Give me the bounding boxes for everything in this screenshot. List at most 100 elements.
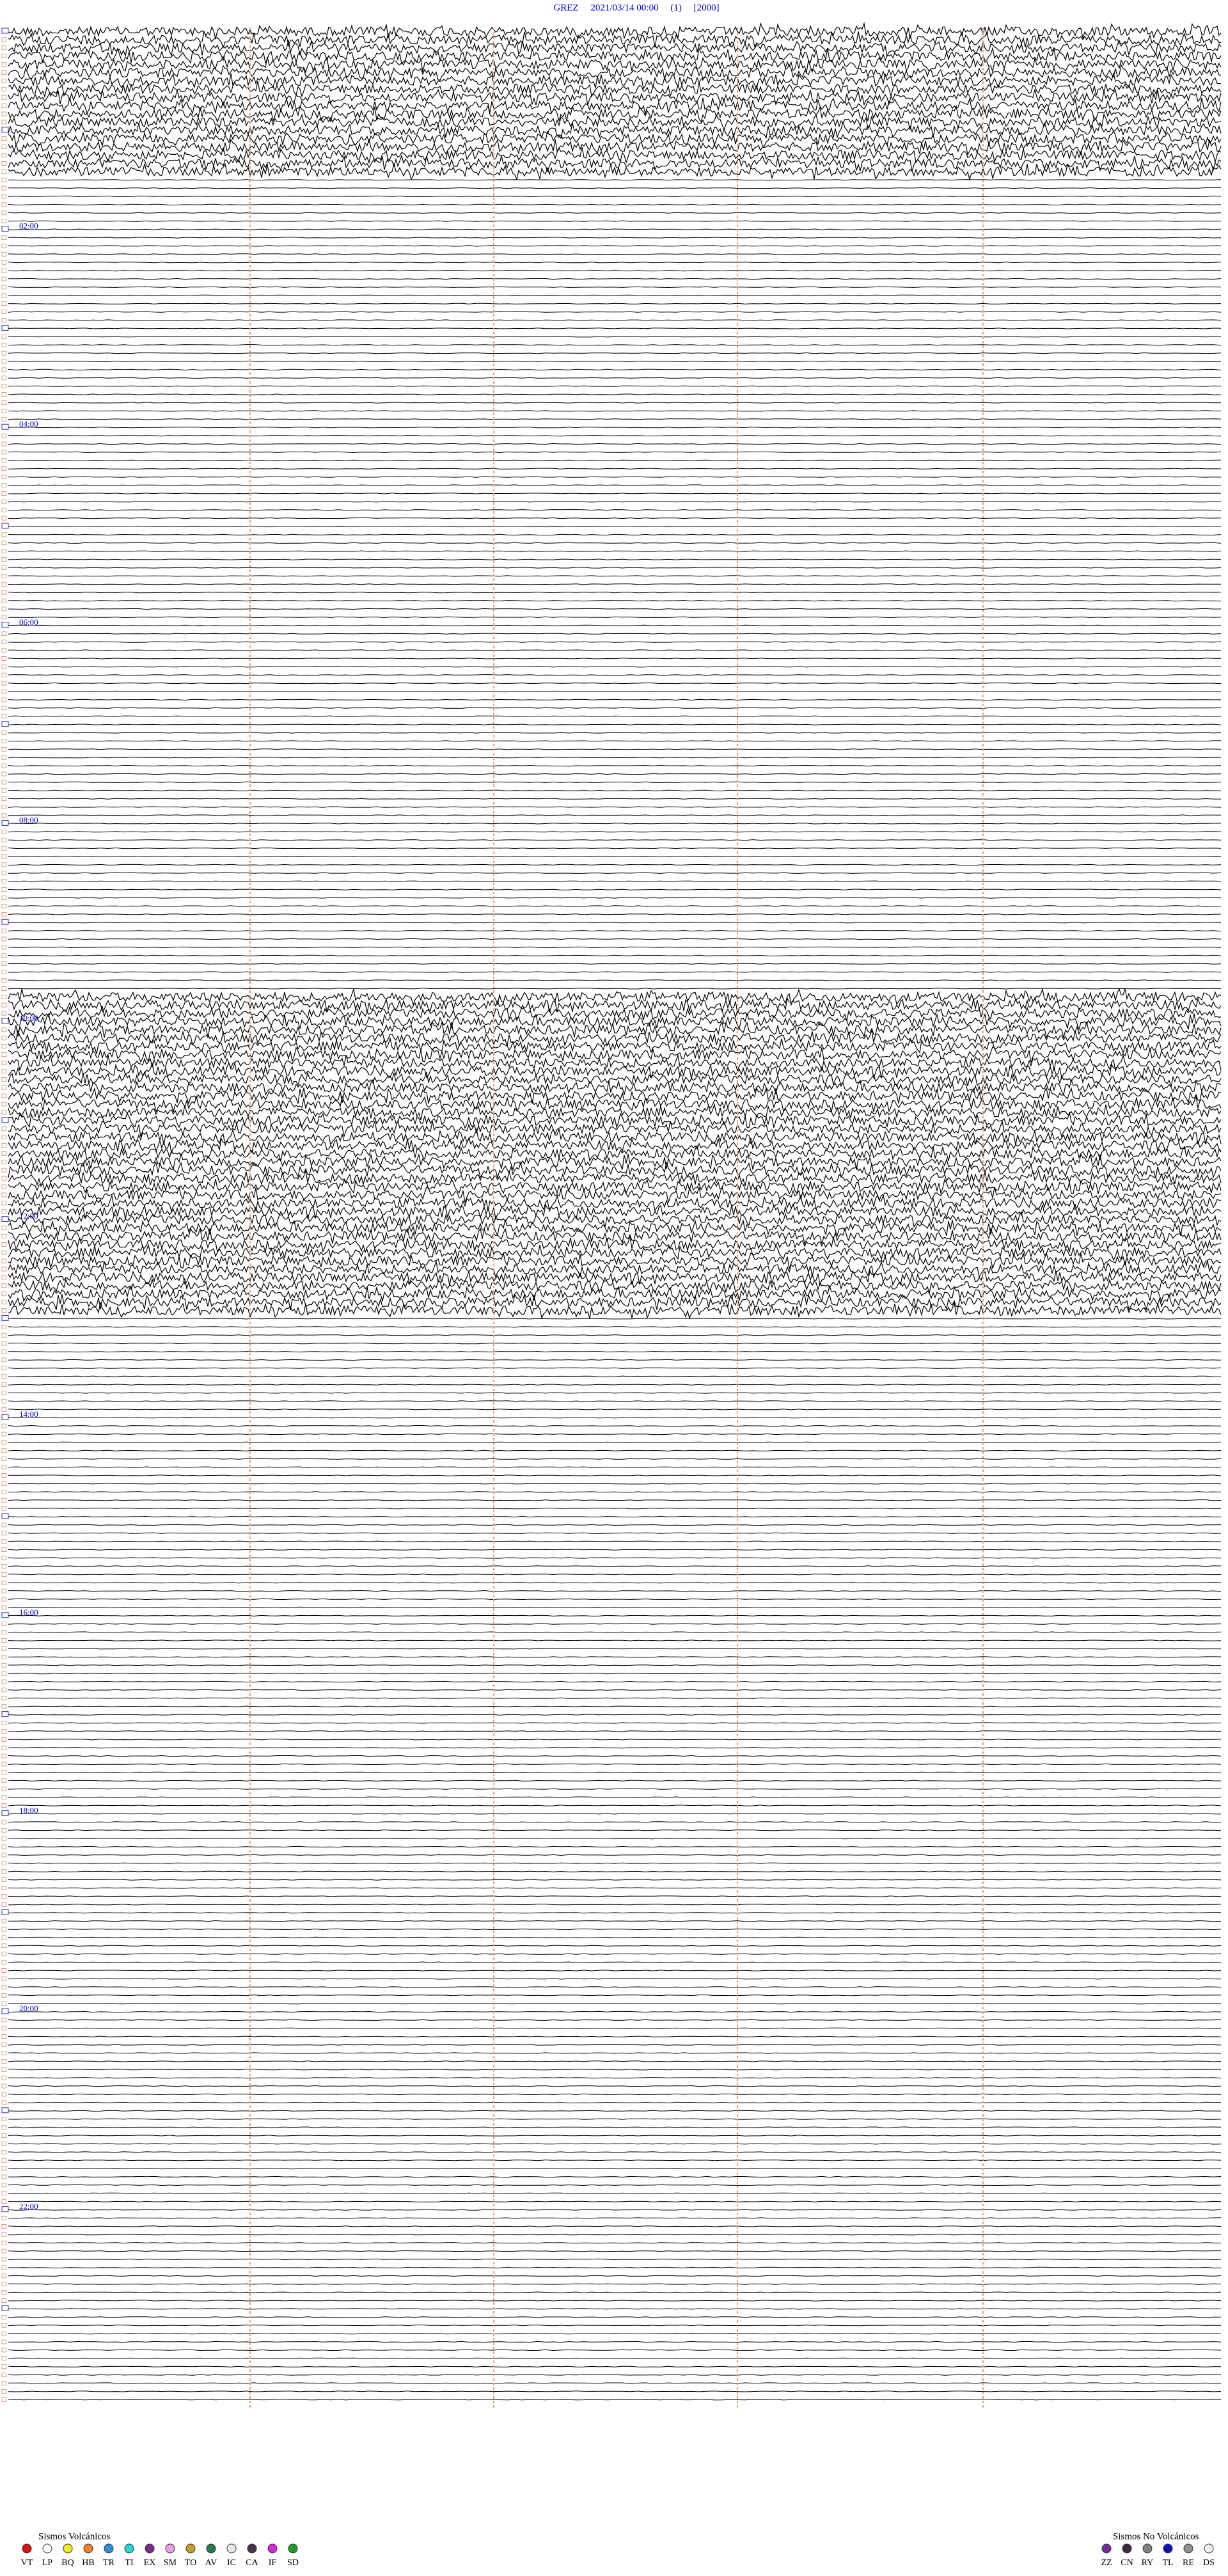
row-marker (1, 714, 7, 719)
row-marker (1, 2043, 7, 2047)
row-marker (1, 1778, 7, 1783)
hour-marker (1, 1810, 9, 1816)
trace (8, 1524, 1222, 1526)
row-marker (1, 1853, 7, 1858)
row-marker (1, 1465, 7, 1469)
row-marker (1, 1704, 7, 1709)
row-marker (1, 788, 7, 793)
legend-swatch (42, 2543, 52, 2554)
trace (8, 1730, 1222, 1732)
trace (8, 1458, 1222, 1460)
row-marker (1, 2149, 7, 2154)
row-marker (1, 631, 7, 636)
trace (8, 1780, 1222, 1782)
row-marker (1, 1374, 7, 1379)
trace (8, 1805, 1222, 1806)
trace (8, 138, 1222, 156)
trace (8, 1771, 1222, 1774)
trace (8, 1136, 1222, 1155)
legend-code: TL (1162, 2558, 1173, 2568)
row-marker (1, 219, 7, 224)
hour-marker (1, 324, 9, 331)
row-marker (1, 2282, 7, 2287)
row-marker (1, 1861, 7, 1866)
row-marker (1, 1151, 7, 1156)
hour-marker (1, 2008, 9, 2014)
row-marker (1, 458, 7, 463)
trace (8, 22, 1222, 40)
row-marker (1, 136, 7, 141)
row-marker (1, 1886, 7, 1890)
row-marker (1, 1423, 7, 1428)
trace (8, 484, 1222, 486)
legend-code: DS (1203, 2558, 1215, 2568)
row-marker (1, 747, 7, 752)
row-marker (1, 1250, 7, 1255)
row-marker (1, 896, 7, 900)
row-marker (1, 796, 7, 802)
trace (8, 1087, 1222, 1105)
legend-code: TI (125, 2558, 134, 2568)
row-marker (1, 1201, 7, 1206)
trace (8, 847, 1222, 849)
row-marker (1, 1745, 7, 1750)
row-marker (1, 1192, 7, 1197)
row-marker (1, 1242, 7, 1247)
legend-swatch (22, 2543, 32, 2554)
row-marker (1, 978, 7, 983)
trace (8, 855, 1222, 858)
row-marker (1, 2298, 7, 2303)
legend-code: RY (1142, 2558, 1154, 2568)
row-marker (1, 334, 7, 339)
row-marker (1, 2117, 7, 2122)
trace (8, 1062, 1222, 1080)
trace (8, 1450, 1222, 1451)
row-marker (1, 2034, 7, 2039)
row-marker (1, 2397, 7, 2402)
row-marker (1, 871, 7, 876)
trace (8, 2325, 1222, 2327)
row-marker (1, 86, 7, 91)
row-marker (1, 1819, 7, 1824)
row-marker (1, 2166, 7, 2171)
trace (8, 1342, 1221, 1345)
row-marker (1, 210, 7, 216)
trace (8, 146, 1222, 164)
legend-swatch (124, 2543, 134, 2554)
row-marker (1, 1432, 7, 1437)
trace (8, 203, 1222, 206)
row-marker (1, 491, 7, 496)
row-marker (1, 879, 7, 884)
row-marker (1, 615, 7, 620)
trace (8, 303, 1222, 304)
trace (8, 2085, 1222, 2087)
trace (8, 533, 1222, 536)
row-marker (1, 2075, 7, 2080)
row-marker (1, 1143, 7, 1148)
row-marker (1, 1176, 7, 1181)
row-marker (1, 2158, 7, 2163)
row-marker (1, 1539, 7, 1544)
trace (8, 517, 1222, 519)
trace (8, 1813, 1222, 1815)
row-marker (1, 1382, 7, 1387)
trace (8, 1078, 1222, 1096)
trace (8, 1606, 1222, 1609)
trace (8, 278, 1222, 280)
row-marker (1, 1597, 7, 1602)
row-marker (1, 1630, 7, 1634)
trace (8, 1970, 1222, 1972)
trace (8, 773, 1222, 775)
row-marker (1, 1869, 7, 1874)
row-marker (1, 1184, 7, 1189)
row-marker (1, 2051, 7, 2055)
row-marker (1, 1497, 7, 1503)
row-marker (1, 37, 7, 42)
trace (8, 1268, 1222, 1286)
trace (8, 1350, 1222, 1353)
row-marker (1, 400, 7, 405)
row-marker (1, 2290, 7, 2295)
row-marker (1, 450, 7, 455)
row-marker (1, 2265, 7, 2270)
